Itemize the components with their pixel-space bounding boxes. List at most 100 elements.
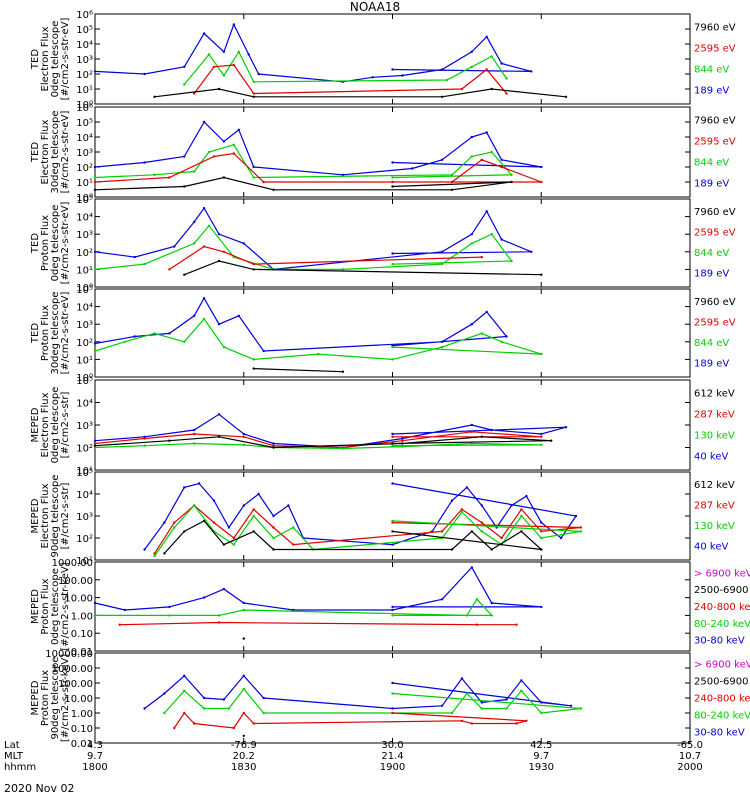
data-point <box>262 349 265 353</box>
data-point <box>242 443 245 447</box>
y-axis-label-line: TED <box>30 49 41 70</box>
data-point <box>183 530 186 533</box>
y-axis-label-line: 30deg telescope <box>50 291 61 374</box>
data-point <box>490 548 493 551</box>
data-point <box>93 442 97 445</box>
data-point <box>480 255 483 259</box>
legend-entry: 2595 eV <box>694 136 736 147</box>
y-tick-label: 0.01 <box>71 739 93 750</box>
data-point <box>460 87 464 91</box>
data-point <box>391 435 394 438</box>
data-point <box>371 76 374 79</box>
data-point <box>460 677 464 680</box>
data-point <box>401 439 404 442</box>
data-point <box>510 180 513 184</box>
data-point <box>252 530 255 533</box>
series-line-blue <box>94 413 567 449</box>
data-point <box>445 78 449 82</box>
data-point <box>470 323 473 326</box>
data-point <box>202 245 206 248</box>
data-point <box>401 437 404 440</box>
data-point <box>450 188 454 191</box>
data-point <box>93 180 97 184</box>
data-point <box>193 314 196 317</box>
data-point <box>411 167 414 170</box>
data-point <box>93 349 97 353</box>
data-point <box>163 692 166 695</box>
data-point <box>391 252 394 255</box>
series-line-blue <box>94 121 542 176</box>
legend-entry: 2595 eV <box>694 318 736 329</box>
series-line-blue <box>144 674 572 710</box>
data-point <box>232 63 235 67</box>
x-tick-label: 1800 <box>82 762 107 773</box>
data-point <box>500 238 503 241</box>
y-axis-label: TEDElectron Flux30deg telescope[#/cm2-s-… <box>30 110 71 193</box>
data-point <box>490 150 493 154</box>
data-point <box>257 492 260 496</box>
legend-entry: 40 keV <box>694 451 728 462</box>
data-point <box>163 552 166 555</box>
data-point <box>391 614 394 617</box>
data-point <box>490 614 493 617</box>
data-point <box>500 340 503 343</box>
data-point <box>272 514 275 518</box>
data-point <box>272 188 275 191</box>
y-axis-label-line: MEPED <box>30 589 41 624</box>
data-point <box>217 323 221 326</box>
data-point <box>252 367 255 370</box>
y-tick-label: 100.00 <box>58 576 93 587</box>
data-point <box>227 707 231 710</box>
legend-entry: 7960 eV <box>694 207 736 218</box>
data-point <box>193 92 196 95</box>
data-point <box>579 526 583 529</box>
y-axis-label-line: 90deg telescope <box>50 474 61 557</box>
data-point <box>183 155 186 158</box>
data-point <box>540 548 543 551</box>
data-point <box>193 170 196 173</box>
legend-entry: 287 keV <box>694 501 735 512</box>
data-point <box>143 262 146 266</box>
series-line-green <box>94 224 513 270</box>
data-point <box>173 526 176 529</box>
data-point <box>341 268 345 271</box>
data-point <box>500 165 503 169</box>
data-point <box>391 185 394 188</box>
data-point <box>480 707 483 710</box>
legend-entry: 287 keV <box>694 409 735 420</box>
data-point <box>217 259 221 263</box>
data-point <box>143 707 146 710</box>
data-point <box>143 444 146 447</box>
data-point <box>93 446 97 449</box>
legend-entry: > 6900 keV <box>694 659 750 670</box>
y-axis-label-line: [#/cm2-s-str] <box>60 482 71 549</box>
panel-frame <box>94 106 691 198</box>
data-point <box>173 726 176 730</box>
data-point <box>574 514 578 518</box>
data-point <box>237 314 240 317</box>
legend-entry: 7960 eV <box>694 22 736 33</box>
series-line-blue <box>94 296 508 352</box>
x-tick-label: 42.5 <box>530 740 552 751</box>
data-point <box>505 92 508 95</box>
data-point <box>564 95 568 99</box>
data-point <box>391 692 394 695</box>
y-axis-label-line: MEPED <box>30 680 41 715</box>
data-point <box>292 526 295 529</box>
data-point <box>470 530 473 533</box>
data-point <box>222 587 226 591</box>
data-point <box>133 255 136 259</box>
panel-3: 10⁰ 10¹ 10² 10³ 10⁴ 10⁵ TEDProton Flux0deg tel… <box>30 195 736 294</box>
data-point <box>183 65 186 69</box>
y-tick-label: 10³ <box>76 320 93 331</box>
series-line-blue <box>144 482 578 550</box>
data-point <box>153 332 156 335</box>
legend-entry: 80-240 keV <box>694 710 750 721</box>
series-line-black <box>94 436 552 449</box>
data-point <box>183 486 186 489</box>
data-point <box>316 352 320 356</box>
date-label: 2020 Nov 02 <box>4 782 75 795</box>
data-point <box>143 437 146 440</box>
legend-entry: 189 eV <box>694 85 729 96</box>
data-point <box>168 332 171 335</box>
